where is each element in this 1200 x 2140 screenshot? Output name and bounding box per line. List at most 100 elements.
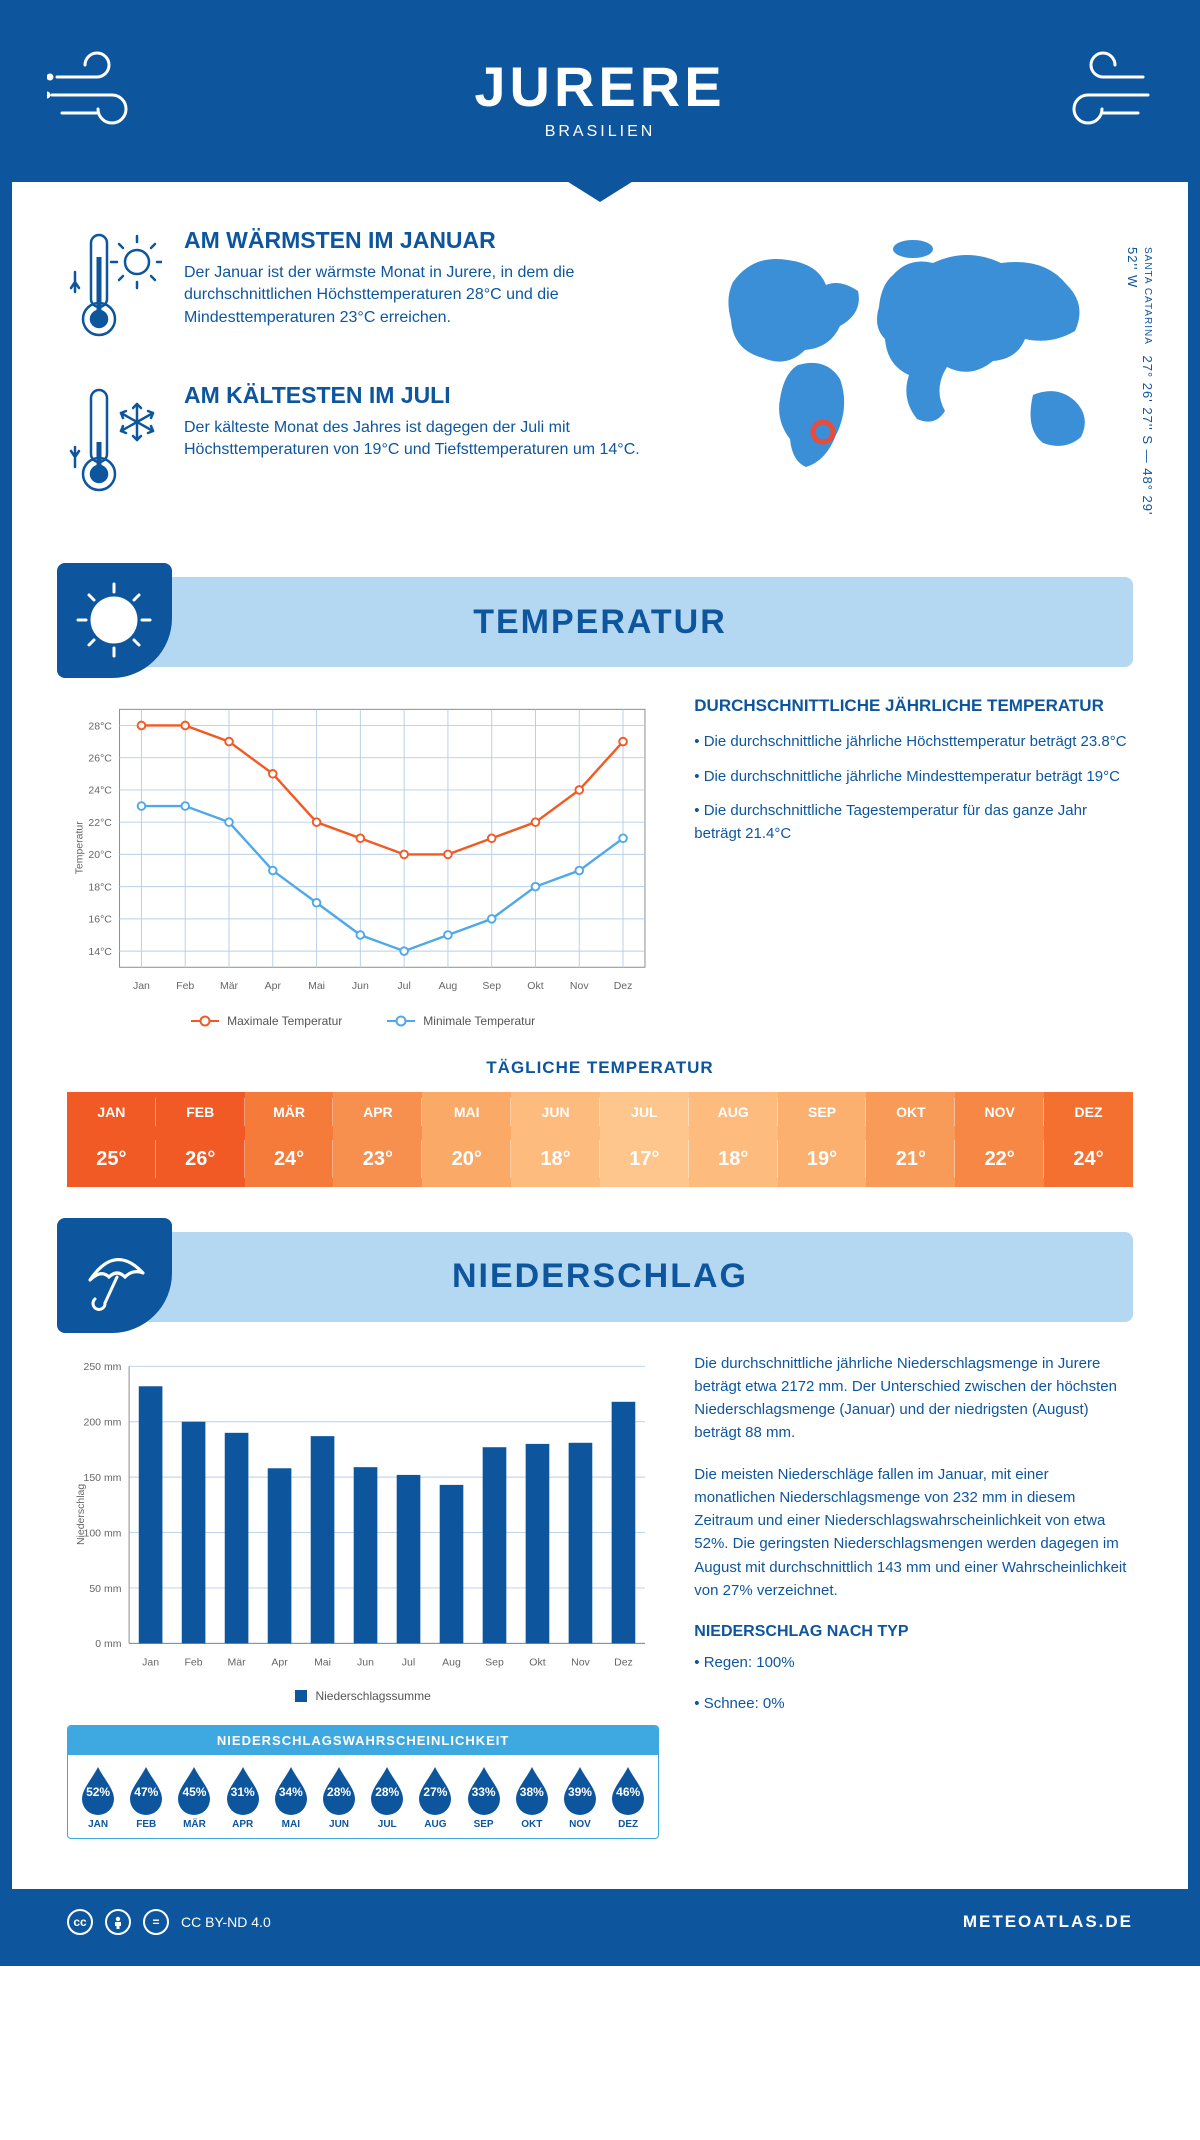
license-block: cc = CC BY-ND 4.0 xyxy=(67,1909,271,1935)
daily-month: JUN xyxy=(511,1092,600,1132)
daily-value: 23° xyxy=(333,1132,422,1187)
daily-value: 26° xyxy=(156,1132,245,1187)
probability-drop: 33% xyxy=(460,1765,508,1815)
location-country: BRASILIEN xyxy=(545,123,656,141)
daily-value: 19° xyxy=(778,1132,867,1187)
svg-text:Dez: Dez xyxy=(614,980,633,992)
svg-text:Mär: Mär xyxy=(220,980,239,992)
daily-month: FEB xyxy=(156,1092,245,1132)
by-icon xyxy=(105,1909,131,1935)
svg-text:Jan: Jan xyxy=(133,980,150,992)
sun-icon xyxy=(57,563,172,678)
coldest-text: AM KÄLTESTEN IM JULI Der kälteste Monat … xyxy=(184,382,663,507)
daily-value: 20° xyxy=(422,1132,511,1187)
probability-month: AUG xyxy=(411,1819,459,1830)
svg-text:Sep: Sep xyxy=(485,1656,504,1668)
wind-icon xyxy=(1043,47,1153,142)
daily-month: SEP xyxy=(778,1092,867,1132)
precip-type-0: • Regen: 100% xyxy=(694,1651,1133,1674)
daily-month: OKT xyxy=(866,1092,955,1132)
svg-text:24°C: 24°C xyxy=(88,785,112,797)
probability-drop: 28% xyxy=(363,1765,411,1815)
probability-box: NIEDERSCHLAGSWAHRSCHEINLICHKEIT 52%47%45… xyxy=(67,1725,659,1839)
coldest-body: Der kälteste Monat des Jahres ist dagege… xyxy=(184,417,663,462)
temperature-section-header: TEMPERATUR xyxy=(67,577,1133,667)
daily-month: MÄR xyxy=(245,1092,334,1132)
svg-text:Temperatur: Temperatur xyxy=(73,821,85,875)
precip-type-1: • Schnee: 0% xyxy=(694,1692,1133,1715)
svg-text:Mai: Mai xyxy=(314,1656,331,1668)
daily-value: 22° xyxy=(955,1132,1044,1187)
daily-month: JAN xyxy=(67,1092,156,1132)
temp-bullet-1: • Die durchschnittliche jährliche Mindes… xyxy=(694,766,1133,789)
probability-drop: 31% xyxy=(219,1765,267,1815)
svg-text:0 mm: 0 mm xyxy=(95,1638,122,1650)
probability-month: JUL xyxy=(363,1819,411,1830)
svg-text:16°C: 16°C xyxy=(88,914,112,926)
probability-drop: 34% xyxy=(267,1765,315,1815)
legend-min-label: Minimale Temperatur xyxy=(423,1014,535,1028)
temp-summary-heading: DURCHSCHNITTLICHE JÄHRLICHE TEMPERATUR xyxy=(694,695,1133,717)
intro-left: AM WÄRMSTEN IM JANUAR Der Januar ist der… xyxy=(67,227,663,537)
legend-precip: Niederschlagssumme xyxy=(295,1689,430,1703)
temp-legend: .legend-item:nth-child(1) .legend-swatch… xyxy=(67,1014,659,1028)
daily-value: 24° xyxy=(245,1132,334,1187)
cc-icon: cc xyxy=(67,1909,93,1935)
svg-text:Nov: Nov xyxy=(570,980,589,992)
precip-type-heading: NIEDERSCHLAG NACH TYP xyxy=(694,1620,1133,1645)
svg-text:Dez: Dez xyxy=(614,1656,633,1668)
thermometer-snow-icon xyxy=(67,382,162,507)
svg-text:Feb: Feb xyxy=(185,1656,203,1668)
precip-p1: Die durchschnittliche jährliche Niedersc… xyxy=(694,1352,1133,1445)
svg-text:Niederschlag: Niederschlag xyxy=(75,1483,87,1544)
precipitation-row: 0 mm50 mm100 mm150 mm200 mm250 mmJanFebM… xyxy=(12,1322,1188,1860)
svg-text:Aug: Aug xyxy=(439,980,458,992)
svg-text:Okt: Okt xyxy=(527,980,543,992)
svg-text:Jun: Jun xyxy=(352,980,369,992)
legend-max-label: Maximale Temperatur xyxy=(227,1014,342,1028)
probability-drop: 38% xyxy=(508,1765,556,1815)
svg-text:28°C: 28°C xyxy=(88,720,112,732)
svg-text:200 mm: 200 mm xyxy=(84,1416,122,1428)
svg-text:Aug: Aug xyxy=(442,1656,461,1668)
probability-month: NOV xyxy=(556,1819,604,1830)
svg-text:18°C: 18°C xyxy=(88,881,112,893)
coldest-block: AM KÄLTESTEN IM JULI Der kälteste Monat … xyxy=(67,382,663,507)
page-header: JURERE BRASILIEN xyxy=(12,12,1188,182)
svg-text:Okt: Okt xyxy=(529,1656,545,1668)
svg-text:Jun: Jun xyxy=(357,1656,374,1668)
probability-month: MAI xyxy=(267,1819,315,1830)
page-root: JURERE BRASILIEN AM WÄRMSTEN IM JANUAR D… xyxy=(0,0,1200,1966)
umbrella-icon xyxy=(57,1218,172,1333)
temperature-summary: DURCHSCHNITTLICHE JÄHRLICHE TEMPERATUR •… xyxy=(694,695,1133,1028)
probability-title: NIEDERSCHLAGSWAHRSCHEINLICHKEIT xyxy=(68,1726,658,1755)
site-name: METEOATLAS.DE xyxy=(963,1912,1133,1932)
legend-max: .legend-item:nth-child(1) .legend-swatch… xyxy=(191,1014,342,1028)
probability-month: APR xyxy=(219,1819,267,1830)
license-text: CC BY-ND 4.0 xyxy=(181,1914,271,1930)
daily-value: 18° xyxy=(511,1132,600,1187)
probability-drop: 27% xyxy=(411,1765,459,1815)
wind-icon xyxy=(47,47,157,142)
probability-month: OKT xyxy=(508,1819,556,1830)
temp-bullet-0: • Die durchschnittliche jährliche Höchst… xyxy=(694,731,1133,754)
svg-text:150 mm: 150 mm xyxy=(84,1472,122,1484)
svg-text:50 mm: 50 mm xyxy=(89,1582,121,1594)
probability-drop: 47% xyxy=(122,1765,170,1815)
location-title: JURERE xyxy=(474,54,725,119)
daily-temp-title: TÄGLICHE TEMPERATUR xyxy=(12,1058,1188,1078)
svg-text:100 mm: 100 mm xyxy=(84,1527,122,1539)
warmest-title: AM WÄRMSTEN IM JANUAR xyxy=(184,227,663,254)
svg-text:Apr: Apr xyxy=(271,1656,288,1668)
temperature-title: TEMPERATUR xyxy=(473,603,727,642)
daily-value: 18° xyxy=(689,1132,778,1187)
precip-p2: Die meisten Niederschläge fallen im Janu… xyxy=(694,1463,1133,1603)
intro-section: AM WÄRMSTEN IM JANUAR Der Januar ist der… xyxy=(12,182,1188,567)
daily-month: JUL xyxy=(600,1092,689,1132)
world-map-block: SANTA CATARINA 27° 26' 27'' S — 48° 29' … xyxy=(693,227,1133,537)
svg-text:250 mm: 250 mm xyxy=(84,1361,122,1373)
daily-value: 21° xyxy=(866,1132,955,1187)
warmest-block: AM WÄRMSTEN IM JANUAR Der Januar ist der… xyxy=(67,227,663,352)
svg-text:26°C: 26°C xyxy=(88,753,112,765)
probability-month: DEZ xyxy=(604,1819,652,1830)
